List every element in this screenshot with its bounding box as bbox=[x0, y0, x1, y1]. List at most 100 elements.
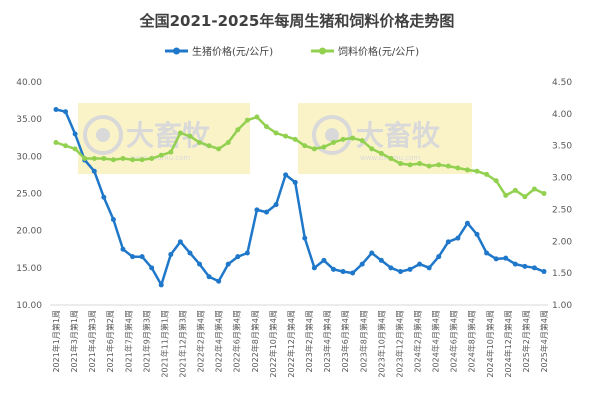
data-point-feed bbox=[531, 186, 537, 192]
data-point-feed bbox=[120, 155, 126, 161]
data-point-pig bbox=[139, 254, 145, 260]
x-tick-label: 2021年7月第4周 bbox=[123, 310, 133, 373]
data-point-pig bbox=[149, 265, 155, 271]
data-point-feed bbox=[455, 165, 461, 171]
data-point-feed bbox=[378, 150, 384, 156]
data-point-pig bbox=[273, 202, 279, 208]
data-point-pig bbox=[244, 250, 250, 256]
x-tick-label: 2024年10月第4周 bbox=[485, 310, 495, 378]
left-y-tick-label: 35.00 bbox=[16, 115, 42, 125]
x-tick-label: 2021年12月第3周 bbox=[178, 310, 188, 378]
data-point-feed bbox=[445, 163, 451, 169]
right-y-axis: 1.00 1.50 2.00 2.50 3.00 3.50 4.00 4.50 bbox=[552, 78, 572, 311]
data-point-pig bbox=[225, 261, 231, 267]
data-point-pig bbox=[302, 235, 308, 241]
x-tick-label: 2025年2月第4周 bbox=[521, 310, 531, 373]
left-y-tick-label: 10.00 bbox=[16, 301, 42, 311]
data-point-feed bbox=[302, 143, 308, 149]
data-point-feed bbox=[464, 167, 470, 173]
data-point-pig bbox=[101, 194, 107, 200]
left-y-tick-label: 40.00 bbox=[16, 78, 42, 88]
x-tick-label: 2024年4月第4周 bbox=[431, 310, 441, 373]
x-tick-label: 2025年4月第4周 bbox=[539, 310, 549, 373]
data-point-feed bbox=[130, 157, 136, 163]
watermark-logo-dot-icon bbox=[96, 128, 110, 142]
data-point-feed bbox=[369, 146, 375, 152]
x-tick-label: 2023年2月第4周 bbox=[304, 310, 314, 373]
data-point-feed bbox=[101, 155, 107, 161]
data-point-feed bbox=[426, 163, 432, 169]
data-point-pig bbox=[474, 231, 480, 237]
data-point-feed bbox=[158, 152, 164, 158]
legend-item-feed: 饲料价格(元/公斤) bbox=[311, 45, 419, 58]
data-point-pig bbox=[426, 265, 432, 271]
data-point-feed bbox=[417, 161, 423, 167]
chart-title: 全国2021-2025年每周生猪和饲料价格走势图 bbox=[139, 12, 455, 30]
watermark-brand-text: 大畜牧 bbox=[126, 119, 211, 152]
data-point-feed bbox=[82, 155, 88, 161]
data-point-feed bbox=[474, 168, 480, 174]
watermark-brand-sub: www.dxumu.com bbox=[130, 154, 190, 162]
data-point-feed bbox=[330, 140, 336, 146]
data-point-pig bbox=[388, 265, 394, 271]
x-tick-label: 2021年1月第1周 bbox=[51, 310, 61, 373]
x-tick-label: 2022年2月第4周 bbox=[196, 310, 206, 373]
data-point-pig bbox=[235, 254, 241, 260]
data-point-feed bbox=[503, 192, 509, 198]
legend: 生猪价格(元/公斤) 饲料价格(元/公斤) bbox=[165, 45, 419, 58]
data-point-pig bbox=[130, 254, 136, 260]
data-point-feed bbox=[311, 146, 317, 152]
data-point-pig bbox=[53, 107, 59, 113]
data-point-feed bbox=[216, 146, 222, 152]
data-point-pig bbox=[350, 270, 356, 276]
x-tick-label: 2021年9月第3周 bbox=[141, 310, 151, 373]
data-point-pig bbox=[206, 274, 212, 280]
x-tick-label: 2023年12月第4周 bbox=[394, 310, 404, 378]
data-point-pig bbox=[311, 265, 317, 271]
data-point-feed bbox=[225, 140, 231, 146]
data-point-pig bbox=[120, 246, 126, 252]
data-point-pig bbox=[177, 239, 183, 245]
legend-feed-label: 饲料价格(元/公斤) bbox=[338, 45, 419, 58]
data-point-pig bbox=[283, 172, 289, 178]
legend-pig-label: 生猪价格(元/公斤) bbox=[192, 45, 273, 58]
data-point-feed bbox=[72, 146, 78, 152]
x-tick-label: 2024年8月第4周 bbox=[467, 310, 477, 373]
data-point-feed bbox=[264, 124, 270, 130]
data-point-pig bbox=[292, 179, 298, 185]
data-point-pig bbox=[91, 168, 97, 174]
watermark-left: 大畜牧 www.dxumu.com bbox=[83, 115, 211, 162]
data-point-feed bbox=[273, 130, 279, 136]
data-point-feed bbox=[139, 157, 145, 163]
data-point-feed bbox=[206, 143, 212, 149]
data-point-feed bbox=[187, 133, 193, 139]
data-point-pig bbox=[197, 261, 203, 267]
data-point-pig bbox=[445, 239, 451, 245]
data-point-pig bbox=[484, 250, 490, 256]
data-point-feed bbox=[522, 194, 528, 200]
x-axis: 2021年1月第1周 2021年3月第1周 2021年4月第3周 2021年6月第2周… bbox=[51, 310, 549, 378]
x-tick-label: 2021年11月第1周 bbox=[159, 310, 169, 378]
data-point-feed bbox=[197, 140, 203, 146]
data-point-feed bbox=[321, 144, 327, 150]
data-point-pig bbox=[72, 131, 78, 137]
data-point-pig bbox=[512, 261, 518, 267]
right-y-tick-label: 2.50 bbox=[552, 205, 572, 215]
data-point-feed bbox=[484, 171, 490, 177]
data-point-pig bbox=[340, 269, 346, 275]
data-point-pig bbox=[378, 257, 384, 263]
data-point-feed bbox=[235, 127, 241, 133]
data-point-pig bbox=[397, 269, 403, 275]
x-tick-label: 2023年4月第4周 bbox=[322, 310, 332, 373]
data-point-pig bbox=[464, 220, 470, 226]
data-point-feed bbox=[340, 136, 346, 142]
data-point-pig bbox=[503, 255, 509, 261]
right-y-tick-label: 2.00 bbox=[552, 237, 572, 247]
x-tick-label: 2022年4月第4周 bbox=[214, 310, 224, 373]
data-point-feed bbox=[350, 135, 356, 141]
x-tick-label: 2024年12月第4周 bbox=[503, 310, 513, 378]
right-y-tick-label: 3.50 bbox=[552, 142, 572, 152]
data-point-feed bbox=[91, 155, 97, 161]
watermark-logo-icon bbox=[83, 115, 123, 155]
plot-area bbox=[53, 107, 547, 288]
